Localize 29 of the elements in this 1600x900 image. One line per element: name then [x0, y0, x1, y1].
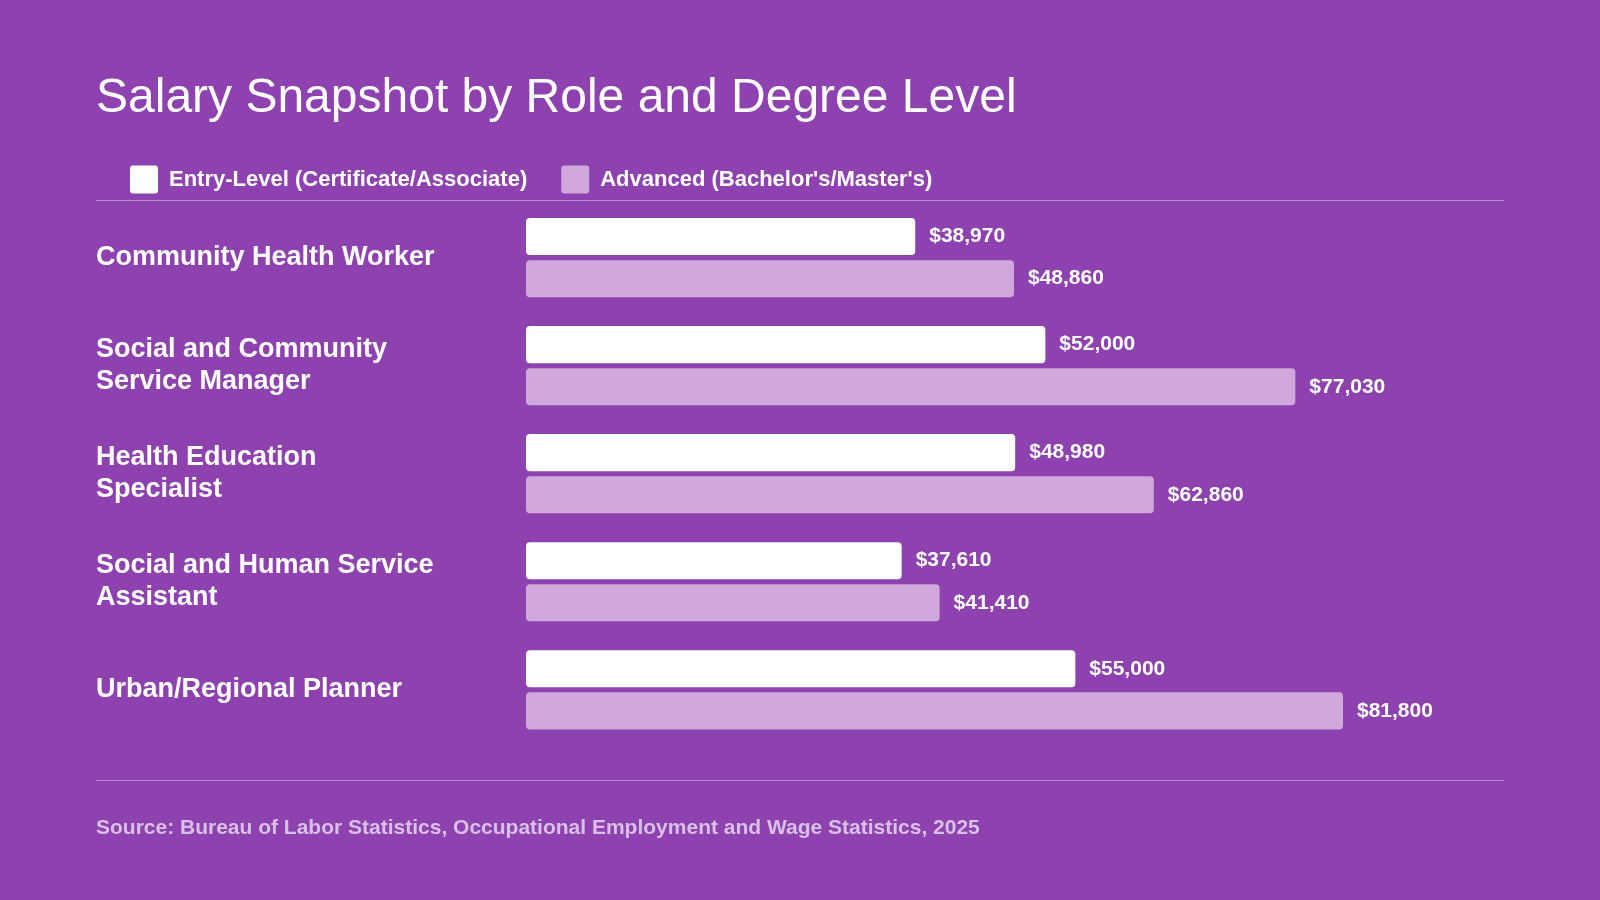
y-tick-label: Health Education Specialist [96, 440, 317, 504]
bar [526, 326, 1046, 364]
y-tick-label: Social and Human Service Assistant [96, 548, 434, 612]
data-label: $77,030 [1309, 373, 1386, 397]
bar [526, 434, 1016, 472]
bar [526, 368, 1296, 406]
y-tick-label: Community Health Worker [96, 241, 436, 272]
legend-label: Entry-Level (Certificate/Associate) [169, 165, 528, 191]
bar [526, 260, 1014, 298]
bar [526, 584, 940, 622]
data-label: $48,980 [1029, 439, 1106, 463]
data-label: $38,970 [929, 223, 1006, 247]
y-tick-label: Urban/Regional Planner [96, 673, 403, 704]
data-label: $52,000 [1059, 331, 1136, 355]
bar [526, 692, 1343, 730]
bar [526, 542, 902, 580]
legend-label: Advanced (Bachelor's/Master's) [600, 165, 933, 191]
y-tick-label: Social and Community Service Manager [96, 332, 388, 396]
data-label: $55,000 [1089, 655, 1166, 679]
data-label: $48,860 [1028, 265, 1104, 289]
source-note: Source: Bureau of Labor Statistics, Occupational Employment and Wage Statistics, 2025 [96, 815, 980, 839]
data-label: $81,800 [1357, 697, 1433, 721]
data-label: $37,610 [915, 547, 992, 571]
data-label: $41,410 [953, 589, 1030, 613]
bar [526, 476, 1154, 514]
bar [526, 650, 1076, 688]
data-label: $62,860 [1167, 481, 1244, 505]
bar [526, 218, 916, 256]
chart-title: Salary Snapshot by Role and Degree Level [96, 69, 1017, 123]
